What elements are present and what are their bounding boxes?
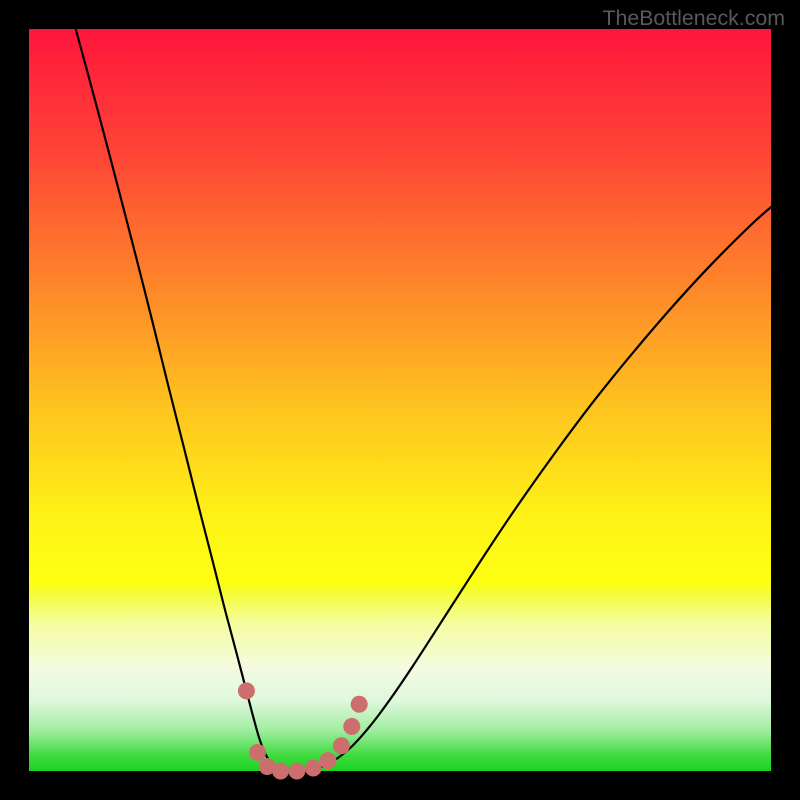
floor-marker	[238, 682, 255, 699]
floor-marker	[272, 763, 289, 780]
floor-marker	[320, 752, 337, 769]
curve-right-curve	[289, 207, 771, 771]
watermark-text: TheBottleneck.com	[602, 6, 785, 31]
curve-left-curve	[76, 29, 289, 771]
floor-marker	[351, 696, 368, 713]
floor-marker	[249, 744, 266, 761]
floor-marker	[288, 763, 305, 780]
floor-marker	[333, 737, 350, 754]
plot-frame	[29, 29, 771, 771]
floor-marker	[305, 760, 322, 777]
floor-marker	[343, 718, 360, 735]
plot-svg	[29, 29, 771, 771]
